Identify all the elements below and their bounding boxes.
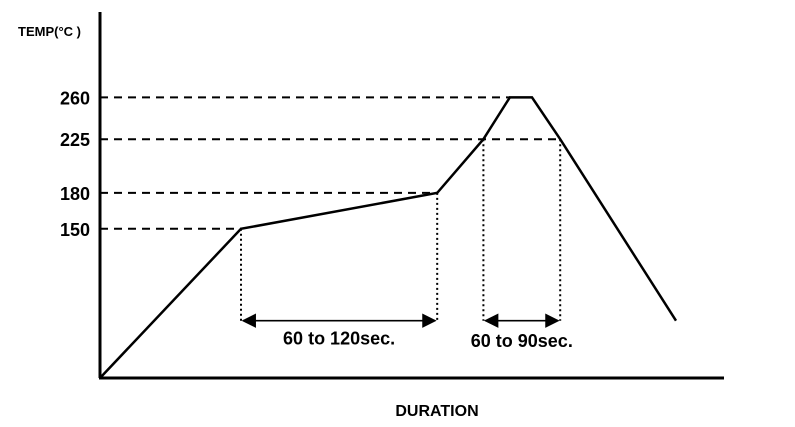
duration-arrows: 60 to 120sec. 60 to 90sec. — [241, 313, 573, 351]
reference-lines — [100, 96, 561, 230]
y-tick-labels: 260 225 180 150 — [60, 88, 90, 239]
y-axis-title: TEMP(°C ) — [18, 24, 81, 39]
x-axis-title: DURATION — [395, 403, 478, 420]
duration-label-0: 60 to 120sec. — [283, 328, 395, 348]
y-tick-label-180: 180 — [60, 184, 90, 204]
y-tick-label-260: 260 — [60, 88, 90, 108]
temperature-profile-line — [99, 96, 678, 379]
y-tick-label-225: 225 — [60, 130, 90, 150]
duration-drop-lines — [240, 139, 562, 321]
y-tick-label-150: 150 — [60, 220, 90, 240]
duration-label-1: 60 to 90sec. — [471, 331, 573, 351]
